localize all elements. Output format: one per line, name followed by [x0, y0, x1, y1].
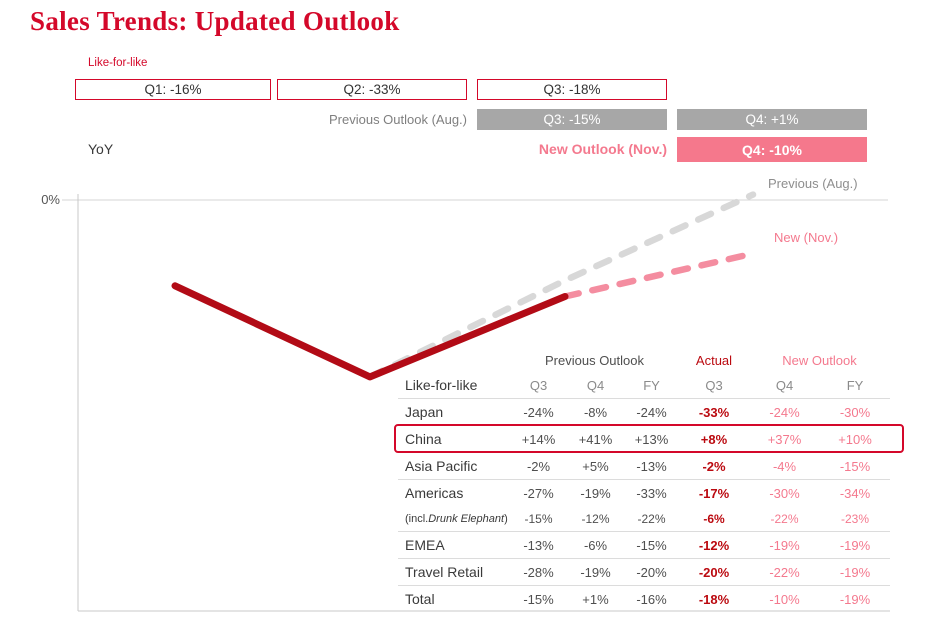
value-cell: -19%	[769, 537, 800, 553]
value-cell: -2%	[702, 458, 726, 474]
table-row-total: Total -15% +1% -16% -18% -10% -19%	[398, 585, 890, 612]
table-row-asia-pacific: Asia Pacific -2% +5% -13% -2% -4% -15%	[398, 452, 890, 479]
value-cell: -30%	[769, 485, 800, 501]
value-cell: -24%	[636, 404, 667, 420]
value-cell: -13%	[636, 458, 667, 474]
value-cell: -19%	[580, 564, 611, 580]
actual-q2-box: Q2: -33%	[277, 79, 467, 100]
table-group-header-row: Previous Outlook Actual New Outlook	[398, 348, 890, 372]
like-for-like-label: Like-for-like	[88, 57, 148, 69]
value-cell: +1%	[582, 591, 609, 607]
new-outlook-label: New Outlook (Nov.)	[538, 141, 667, 157]
value-cell: -16%	[636, 591, 667, 607]
row-label: Asia Pacific	[405, 458, 478, 474]
column-header: FY	[643, 377, 660, 393]
value-cell: -28%	[523, 564, 554, 580]
new-outlook-q4-box: Q4: -10%	[677, 137, 867, 162]
value-cell: -2%	[526, 458, 551, 474]
value-cell: -6%	[583, 537, 608, 553]
actual-q3-box: Q3: -18%	[477, 79, 667, 100]
value-cell: +13%	[634, 431, 669, 447]
table-row-emea: EMEA -13% -6% -15% -12% -19% -19%	[398, 531, 890, 558]
value-cell: -20%	[698, 564, 730, 580]
previous-outlook-q3-box: Q3: -15%	[477, 109, 667, 130]
column-header: Q4	[775, 377, 794, 393]
label-part-suffix: )	[504, 512, 508, 525]
value-cell: -22%	[769, 564, 800, 580]
page-title: Sales Trends: Updated Outlook	[30, 6, 400, 36]
value-cell: -6%	[703, 511, 725, 526]
row-label: Travel Retail	[405, 564, 484, 580]
y-axis-zero-label: 0%	[41, 192, 60, 207]
value-cell: -27%	[523, 485, 554, 501]
column-header: Q4	[586, 377, 605, 393]
value-cell: -22%	[637, 511, 666, 526]
yoy-label: YoY	[88, 141, 114, 157]
value-cell: -19%	[839, 591, 871, 607]
label-part-prefix: (incl.	[405, 512, 429, 525]
new-line-annotation: New (Nov.)	[774, 230, 839, 245]
row-label: Americas	[405, 485, 464, 501]
row-label: (incl. Drunk Elephant)	[398, 506, 510, 531]
value-cell: -13%	[523, 537, 554, 553]
value-cell: -19%	[839, 537, 871, 553]
column-header: FY	[846, 377, 864, 393]
value-cell: -15%	[839, 458, 871, 474]
value-cell: -15%	[524, 511, 553, 526]
value-cell: -18%	[698, 591, 730, 607]
chart-series-new-outlook	[561, 250, 757, 300]
group-header-spacer	[398, 348, 510, 372]
row-label: Total	[405, 591, 435, 607]
row-label: EMEA	[405, 537, 445, 553]
table-column-header-row: Like-for-like Q3 Q4 FY Q3 Q4 FY	[398, 372, 890, 398]
table-row-travel-retail: Travel Retail -28% -19% -20% -20% -22% -…	[398, 558, 890, 585]
value-cell: +8%	[700, 431, 728, 447]
value-cell: -4%	[772, 458, 797, 474]
label-part-italic: Drunk Elephant	[428, 512, 505, 525]
value-cell: -24%	[769, 404, 800, 420]
actual-q1-box: Q1: -16%	[75, 79, 271, 100]
value-cell: -8%	[583, 404, 608, 420]
row-label: Japan	[405, 404, 444, 420]
value-cell: -12%	[698, 537, 730, 553]
table-row-china-highlighted: China +14% +41% +13% +8% +37% +10%	[394, 424, 904, 453]
value-cell: -33%	[636, 485, 667, 501]
value-cell: -30%	[839, 404, 871, 420]
value-cell: -17%	[698, 485, 730, 501]
value-cell: -20%	[636, 564, 667, 580]
value-cell: +41%	[578, 431, 613, 447]
value-cell: -23%	[840, 511, 869, 526]
table-row-japan: Japan -24% -8% -24% -33% -24% -30%	[398, 398, 890, 425]
previous-outlook-label: Previous Outlook (Aug.)	[328, 112, 467, 127]
column-header: Q3	[529, 377, 548, 393]
value-cell: -24%	[523, 404, 554, 420]
like-for-like-header: Like-for-like	[405, 377, 478, 393]
value-cell: -15%	[636, 537, 667, 553]
value-cell: -22%	[770, 511, 799, 526]
value-cell: -33%	[698, 404, 730, 420]
value-cell: +10%	[838, 431, 872, 447]
value-cell: -12%	[581, 511, 610, 526]
value-cell: -15%	[523, 591, 554, 607]
value-cell: -34%	[839, 485, 871, 501]
table-row-incl-drunk-elephant: (incl. Drunk Elephant) -15% -12% -22% -6…	[398, 506, 890, 531]
value-cell: +5%	[582, 458, 609, 474]
value-cell: -19%	[580, 485, 611, 501]
column-header: Q3	[705, 377, 723, 393]
value-cell: -10%	[769, 591, 800, 607]
value-cell: +37%	[767, 431, 802, 447]
previous-line-annotation: Previous (Aug.)	[768, 176, 858, 191]
actual-group-header: Actual	[695, 352, 733, 368]
new-outlook-group-header: New Outlook	[782, 352, 857, 368]
sales-table: Previous Outlook Actual New Outlook Like…	[394, 348, 904, 612]
previous-outlook-group-header: Previous Outlook	[545, 352, 644, 368]
value-cell: +14%	[521, 431, 556, 447]
value-cell: -19%	[839, 564, 871, 580]
previous-outlook-q4-box: Q4: +1%	[677, 109, 867, 130]
table-row-americas: Americas -27% -19% -33% -17% -30% -34%	[398, 479, 890, 506]
row-label: China	[405, 431, 442, 447]
